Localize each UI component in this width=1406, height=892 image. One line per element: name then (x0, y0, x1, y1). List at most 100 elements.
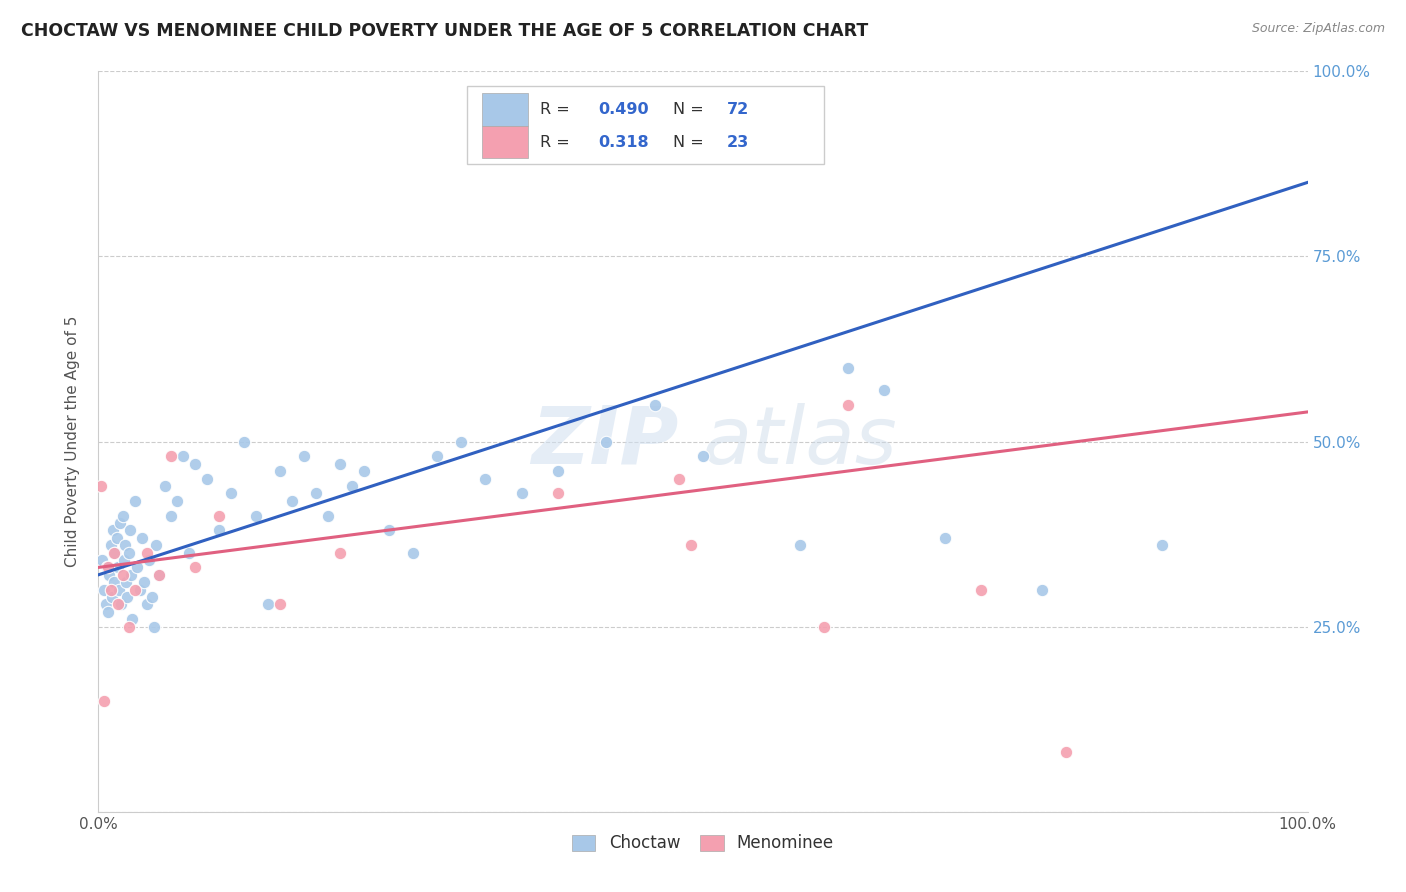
Text: N =: N = (672, 135, 709, 150)
Point (160, 508, 183, 523)
Point (450, 434, 472, 449)
Point (94, 598, 117, 612)
Point (135, 546, 157, 560)
Point (195, 471, 218, 485)
Point (103, 546, 125, 560)
Text: 23: 23 (727, 135, 749, 150)
Text: ZIP: ZIP (531, 402, 679, 481)
Point (377, 524, 399, 538)
Point (232, 434, 254, 449)
Point (108, 516, 131, 530)
Point (121, 612, 143, 626)
Point (789, 538, 811, 552)
Legend: Choctaw, Menominee: Choctaw, Menominee (565, 828, 841, 859)
Bar (482, 126, 527, 159)
Point (128, 582, 150, 597)
Point (281, 493, 304, 508)
Point (107, 560, 129, 574)
Bar (482, 93, 527, 126)
Point (353, 464, 375, 478)
Point (184, 457, 207, 471)
Point (148, 567, 170, 582)
Point (141, 590, 163, 604)
Point (153, 479, 176, 493)
Point (91, 553, 114, 567)
Point (547, 464, 569, 478)
Point (316, 508, 339, 523)
Point (118, 619, 141, 633)
Point (118, 546, 141, 560)
Point (813, 619, 835, 633)
Point (292, 450, 315, 464)
Point (679, 538, 702, 552)
Point (124, 582, 146, 597)
Point (127, 560, 149, 574)
Point (166, 493, 188, 508)
Point (120, 567, 142, 582)
Text: 72: 72 (727, 102, 749, 117)
Point (134, 575, 156, 590)
Point (329, 457, 352, 471)
Point (837, 360, 859, 375)
Point (269, 598, 291, 612)
Point (970, 582, 993, 597)
Point (111, 567, 134, 582)
Point (208, 508, 231, 523)
Text: R =: R = (540, 135, 579, 150)
Text: 0.490: 0.490 (598, 102, 648, 117)
Point (100, 538, 122, 552)
Text: Source: ZipAtlas.com: Source: ZipAtlas.com (1251, 22, 1385, 36)
Point (145, 538, 167, 552)
Point (93, 694, 115, 708)
Point (114, 538, 136, 552)
Point (160, 450, 183, 464)
Point (305, 486, 328, 500)
Point (510, 486, 533, 500)
Point (269, 464, 291, 478)
Point (90, 479, 112, 493)
Point (644, 398, 666, 412)
Point (111, 508, 134, 523)
Point (547, 486, 569, 500)
Point (1031, 582, 1053, 597)
Point (117, 590, 139, 604)
Point (143, 619, 166, 633)
Point (97, 605, 120, 619)
Point (1054, 746, 1077, 760)
Text: atlas: atlas (703, 402, 898, 481)
Point (221, 486, 243, 500)
Text: R =: R = (540, 102, 575, 117)
Point (692, 450, 714, 464)
Point (245, 508, 267, 523)
Text: N =: N = (672, 102, 709, 117)
Point (105, 531, 128, 545)
Point (100, 590, 122, 604)
Point (107, 598, 129, 612)
Point (115, 575, 138, 590)
Point (98, 567, 121, 582)
Point (110, 598, 132, 612)
Y-axis label: Child Poverty Under the Age of 5: Child Poverty Under the Age of 5 (65, 316, 80, 567)
Point (426, 450, 449, 464)
Point (138, 553, 160, 567)
Point (179, 546, 201, 560)
Point (595, 434, 617, 449)
Point (256, 598, 278, 612)
FancyBboxPatch shape (467, 87, 824, 164)
Text: 0.318: 0.318 (598, 135, 648, 150)
Point (873, 383, 896, 397)
Point (934, 531, 956, 545)
Point (101, 524, 124, 538)
Point (124, 493, 146, 508)
Point (402, 546, 425, 560)
Point (474, 471, 496, 485)
Point (148, 567, 170, 582)
Point (97, 560, 120, 574)
Point (184, 560, 207, 574)
Point (131, 531, 153, 545)
Text: CHOCTAW VS MENOMINEE CHILD POVERTY UNDER THE AGE OF 5 CORRELATION CHART: CHOCTAW VS MENOMINEE CHILD POVERTY UNDER… (21, 22, 869, 40)
Point (329, 546, 352, 560)
Point (342, 479, 364, 493)
Point (668, 471, 690, 485)
Point (837, 398, 859, 412)
